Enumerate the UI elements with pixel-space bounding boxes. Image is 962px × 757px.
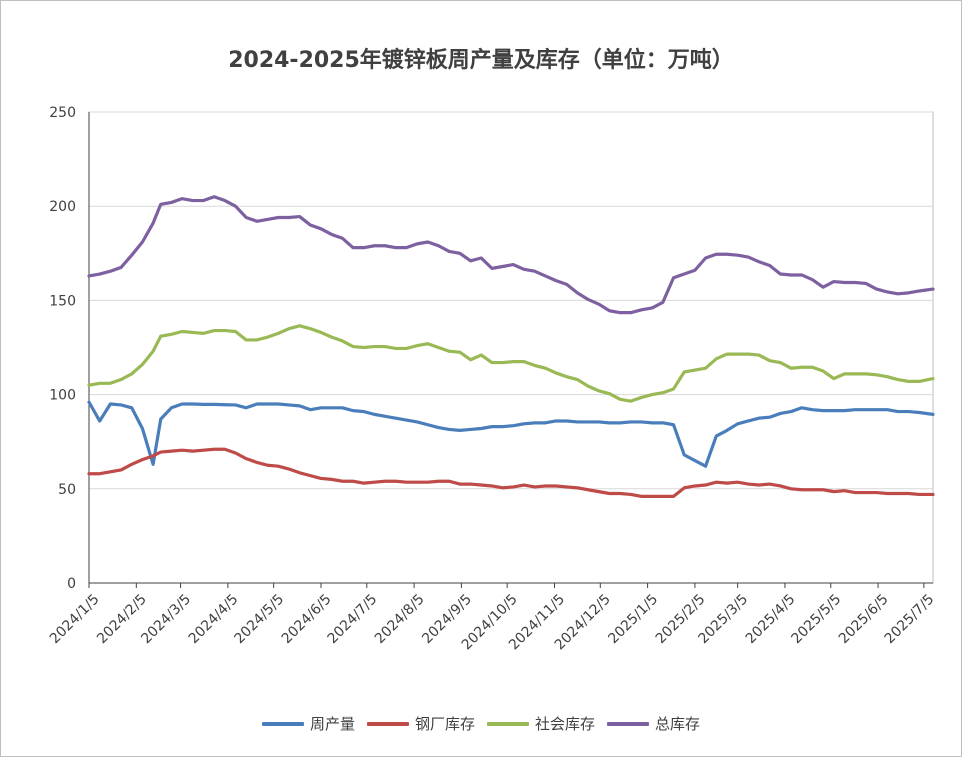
legend-swatch [261,721,304,726]
legend-item: 总库存 [607,713,700,734]
legend-item: 周产量 [261,713,355,734]
y-axis: 0 50 100 150 200 250 [49,105,90,592]
series-lines [87,195,935,498]
legend-label: 社会库存 [535,715,596,733]
x-tick-label: 2024/5/5 [232,591,288,647]
legend-item: 钢厂库存 [366,713,475,734]
plot-area [88,111,934,584]
x-tick-label: 2025/1/5 [605,591,661,647]
legend-label: 周产量 [309,715,355,733]
series-line-2 [87,324,935,403]
x-tick-label: 2024/8/5 [372,591,428,647]
legend-label: 钢厂库存 [414,715,475,733]
chart-title: 2024-2025年镀锌板周产量及库存（单位：万吨） [228,48,734,73]
series-line-3 [87,195,935,315]
series-line-1 [87,447,935,498]
legend-swatch [366,721,409,726]
legend-label: 总库存 [655,715,701,733]
x-tick-label: 2024/7/5 [325,591,381,647]
legend: 周产量 钢厂库存 社会库存 总库存 [0,713,962,734]
x-tick-label: 2025/5/5 [789,591,845,647]
y-tick-label: 100 [49,388,76,404]
x-tick-label: 2024/1/5 [47,591,103,647]
y-tick-label: 250 [49,105,76,121]
y-tick-label: 0 [67,576,76,592]
y-tick-label: 150 [49,293,76,309]
series-line-0 [87,400,935,468]
x-tick-label: 2025/7/5 [882,591,938,647]
gridlines [88,111,934,584]
legend-swatch [487,721,529,726]
legend-swatch [607,721,650,726]
legend-item: 社会库存 [487,713,595,734]
x-axis: 2024/1/52024/2/52024/3/52024/4/52024/5/5… [47,582,938,653]
y-tick-label: 200 [49,199,76,215]
y-tick-label: 50 [58,482,76,498]
